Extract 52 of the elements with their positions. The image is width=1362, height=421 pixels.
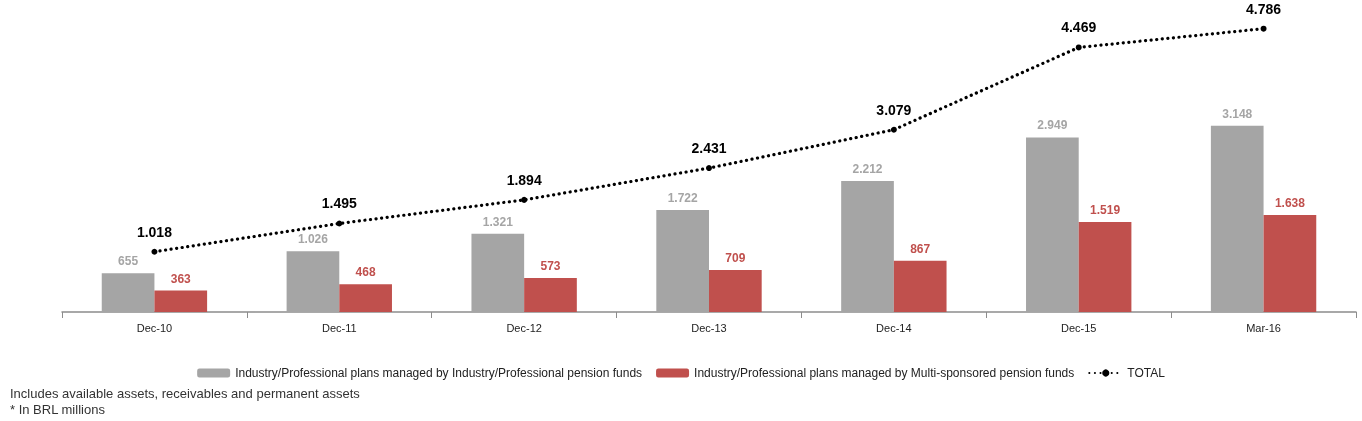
legend-label: Industry/Professional plans managed by Industry/Professional pension funds xyxy=(235,366,643,380)
x-tick-label: Dec-13 xyxy=(691,321,727,334)
data-label: 3.079 xyxy=(876,101,912,118)
point xyxy=(890,126,897,133)
point xyxy=(151,248,158,255)
data-label: 1.026 xyxy=(297,232,329,247)
point xyxy=(706,165,712,172)
x-tick-label: Dec-11 xyxy=(321,321,357,334)
bar xyxy=(101,273,155,312)
data-label: 468 xyxy=(355,265,376,280)
x-tick-label: Mar-16 xyxy=(1246,321,1281,334)
data-label: 1.519 xyxy=(1090,203,1121,218)
bar xyxy=(709,270,762,312)
text: * In BRL millions xyxy=(10,402,106,417)
bar xyxy=(286,251,340,312)
data-label: 709 xyxy=(725,251,746,266)
x-tick-label: Dec-15 xyxy=(1060,321,1097,334)
data-label: 4.469 xyxy=(1061,19,1097,36)
point xyxy=(1260,25,1267,32)
data-label: 2.949 xyxy=(1037,118,1068,133)
bar xyxy=(1078,222,1132,312)
data-label: 363 xyxy=(170,271,192,286)
point xyxy=(521,196,528,203)
bar xyxy=(1026,137,1079,312)
data-label: 573 xyxy=(540,259,561,274)
bar xyxy=(841,181,894,312)
data-label: 1.321 xyxy=(482,214,514,229)
bar xyxy=(339,284,392,312)
bar xyxy=(154,290,208,312)
data-label: 1.722 xyxy=(667,191,698,206)
x-tick-label: Dec-14 xyxy=(876,321,912,334)
text: Includes available assets, receivables and permanent assets xyxy=(10,386,361,401)
data-label: 1.495 xyxy=(321,195,358,212)
bar xyxy=(893,260,947,312)
data-label: 655 xyxy=(118,254,139,269)
data-label: 1.638 xyxy=(1274,196,1306,211)
x-tick-label: Dec-12 xyxy=(506,321,542,334)
data-label: 867 xyxy=(910,241,931,256)
bar xyxy=(524,278,577,312)
data-label: 2.431 xyxy=(691,140,727,157)
bar xyxy=(656,210,709,312)
data-label: 3.148 xyxy=(1222,106,1253,121)
legend-label: TOTAL xyxy=(1127,366,1166,380)
data-label: 1.894 xyxy=(506,171,542,188)
data-label: 2.212 xyxy=(852,162,883,177)
data-label: 1.018 xyxy=(136,223,173,240)
bar xyxy=(1263,215,1317,312)
bar xyxy=(471,233,525,312)
bar xyxy=(1210,125,1264,312)
x-tick-label: Dec-10 xyxy=(136,321,173,334)
data-label: 4.786 xyxy=(1246,0,1282,17)
legend-label: Industry/Professional plans managed by Multi-sponsored pension funds xyxy=(694,366,1075,380)
